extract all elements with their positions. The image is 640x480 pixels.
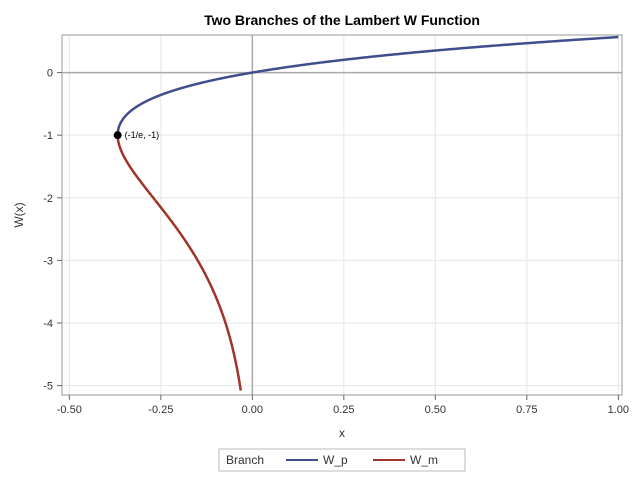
- series-lines: [116, 35, 619, 391]
- y-tick-label: -2: [43, 193, 53, 205]
- y-tick-label: -3: [43, 255, 53, 267]
- x-tick-label: 0.75: [516, 404, 537, 416]
- legend-label-w-p: W_p: [323, 453, 348, 467]
- y-tick-label: -4: [43, 318, 53, 330]
- x-axis-ticks: -0.50 -0.25 0.00 0.25 0.50 0.75 1.00: [57, 395, 629, 416]
- x-axis-title: x: [339, 426, 345, 440]
- legend-frame: [218, 448, 466, 472]
- y-tick-label: -5: [43, 381, 53, 393]
- annotation-label: (-1/e, -1): [125, 130, 160, 140]
- legend-label-w-m: W_m: [410, 453, 438, 467]
- series-line-w-m: [116, 135, 242, 391]
- annotation-point: [113, 131, 122, 140]
- x-tick-label: 0.25: [333, 404, 354, 416]
- legend: Branch W_p W_m: [218, 448, 466, 472]
- plot-frame: [61, 34, 623, 396]
- reference-lines: [62, 35, 622, 395]
- y-axis-title: W(x): [12, 202, 26, 227]
- x-tick-label: -0.25: [148, 404, 173, 416]
- chart-title: Two Branches of the Lambert W Function: [204, 12, 480, 28]
- y-axis-ticks: 0 -1 -2 -3 -4 -5: [43, 68, 62, 393]
- y-tick-label: -1: [43, 130, 53, 142]
- grid-lines: [62, 35, 622, 395]
- x-tick-label: -0.50: [57, 404, 82, 416]
- legend-title: Branch: [226, 453, 264, 467]
- y-tick-label: 0: [47, 68, 53, 80]
- series-line-w-p: [116, 35, 619, 136]
- x-tick-label: 0.50: [425, 404, 446, 416]
- x-tick-label: 0.00: [242, 404, 263, 416]
- x-tick-label: 1.00: [608, 404, 629, 416]
- annotation-markers: (-1/e, -1): [113, 130, 160, 140]
